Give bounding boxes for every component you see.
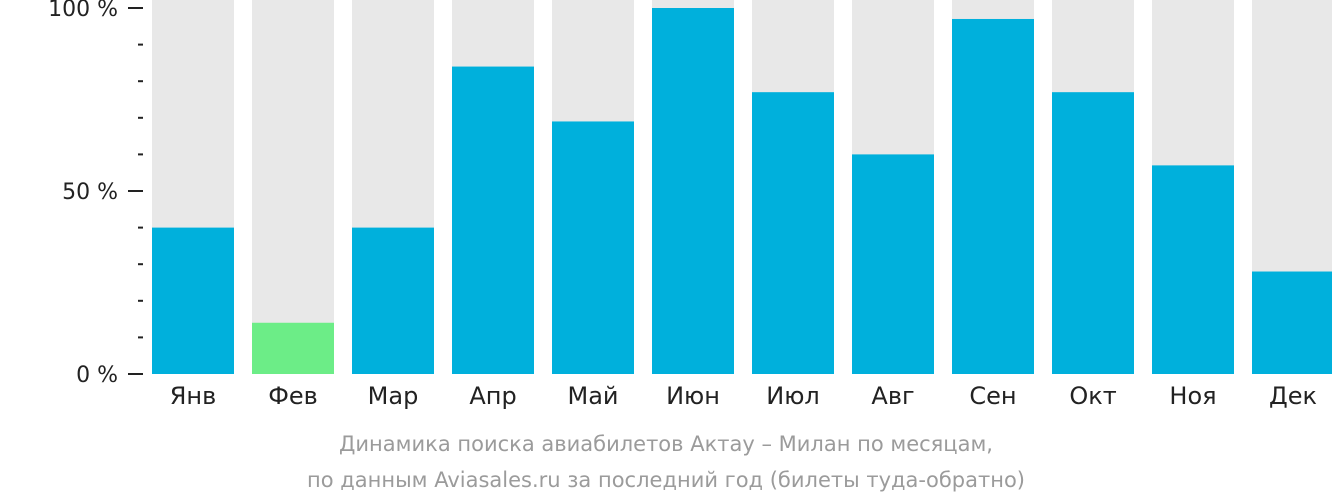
bar (1252, 271, 1332, 374)
x-tick-label: Авг (871, 382, 914, 410)
bar (652, 8, 734, 374)
x-tick-label: Май (567, 382, 618, 410)
x-tick-label: Ноя (1169, 382, 1216, 410)
bar (1152, 165, 1234, 374)
y-axis: 0 % 50 % 100 % (48, 0, 143, 388)
x-tick-label: Янв (170, 382, 217, 410)
x-axis: Янв Фев Мар Апр Май Июн Июл Авг Сен Окт Ноя Дек (170, 382, 1317, 410)
bar (152, 227, 234, 374)
y-tick-label: 0 % (76, 363, 118, 388)
x-tick-label: Окт (1069, 382, 1116, 410)
x-tick-label: Сен (969, 382, 1016, 410)
chart-caption-line-1: Динамика поиска авиабилетов Актау – Мила… (339, 432, 993, 456)
x-tick-label: Дек (1269, 382, 1317, 410)
bar (1052, 92, 1134, 375)
x-tick-label: Июл (766, 382, 820, 410)
y-tick-label: 50 % (62, 180, 118, 205)
chart-caption-line-2: по данным Aviasales.ru за последний год … (307, 468, 1025, 492)
y-tick-label: 100 % (48, 0, 118, 22)
x-tick-label: Фев (268, 382, 318, 410)
data-bars (152, 8, 1332, 375)
bar (452, 66, 534, 374)
search-dynamics-chart: 0 % 50 % 100 % Янв Фев Мар Апр Май Июн Июл Авг Сен… (48, 0, 1332, 410)
bar (552, 121, 634, 375)
bar (252, 322, 334, 374)
bar (352, 227, 434, 374)
bar (752, 92, 834, 375)
bar (952, 18, 1034, 374)
bar (852, 154, 934, 374)
x-tick-label: Июн (666, 382, 720, 410)
x-tick-label: Апр (469, 382, 516, 410)
x-tick-label: Мар (368, 382, 419, 410)
bar-track (252, 0, 334, 374)
